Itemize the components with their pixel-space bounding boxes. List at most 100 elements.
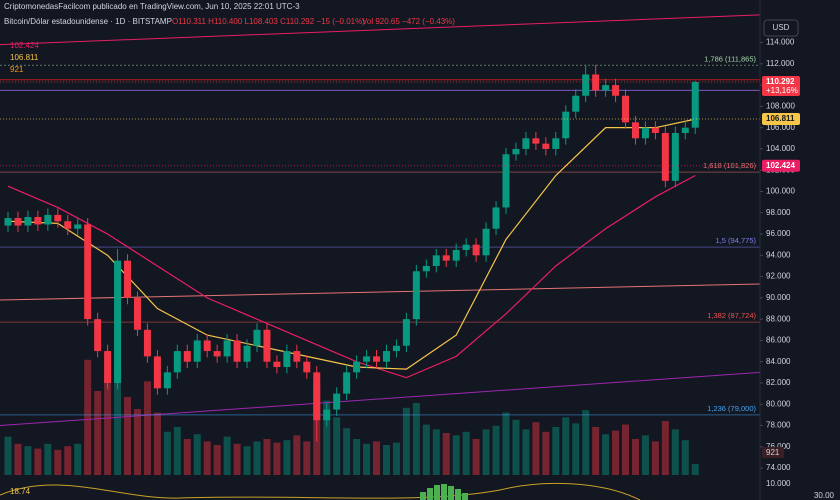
y-tick-label: 100.000 bbox=[766, 187, 795, 196]
volume-bar bbox=[64, 446, 72, 475]
candle-body bbox=[213, 351, 221, 357]
candle-body bbox=[641, 127, 649, 139]
volume-bar bbox=[104, 376, 112, 475]
candle-body bbox=[84, 224, 92, 320]
volume-bar bbox=[532, 422, 540, 475]
price-label: 106.811 bbox=[766, 114, 795, 123]
volume-bar bbox=[641, 435, 649, 475]
candle-body bbox=[333, 393, 341, 410]
volume-bar bbox=[691, 463, 699, 475]
price-label: 110.292 bbox=[766, 77, 795, 86]
candle-body bbox=[223, 340, 231, 357]
volume-bar bbox=[572, 423, 580, 475]
volume-bar bbox=[472, 439, 480, 475]
volume-bar bbox=[293, 435, 301, 475]
candle-body bbox=[472, 244, 480, 256]
trend-line bbox=[0, 371, 761, 427]
volume-bar bbox=[661, 421, 669, 475]
legend-value: 106.811 bbox=[10, 53, 39, 62]
volume-bar bbox=[452, 435, 460, 475]
candle-body bbox=[562, 111, 570, 139]
volume-bar bbox=[512, 419, 520, 475]
y-tick-label: 80.000 bbox=[766, 399, 791, 408]
volume-bar bbox=[482, 429, 490, 475]
y-tick-label: 104.000 bbox=[766, 144, 795, 153]
oscillator-axis-label: 30.00 bbox=[814, 491, 835, 500]
price-label-box bbox=[762, 159, 800, 172]
y-tick-label: 84.000 bbox=[766, 357, 791, 366]
candle-body bbox=[303, 361, 311, 373]
volume-bar bbox=[671, 429, 679, 475]
y-tick-label: 74.000 bbox=[766, 463, 791, 472]
currency[interactable]: USD bbox=[773, 23, 790, 32]
volume-bar bbox=[253, 441, 261, 475]
candle-body bbox=[34, 217, 42, 225]
fib-label: 1,236 (79,000) bbox=[707, 404, 756, 413]
candle-body bbox=[631, 122, 639, 139]
volume-bar bbox=[582, 410, 590, 475]
volume-bar bbox=[203, 441, 211, 475]
volume-bar bbox=[124, 397, 132, 475]
candle-body bbox=[183, 351, 191, 362]
candle-body bbox=[143, 329, 151, 357]
y-tick-label: 94.000 bbox=[766, 250, 791, 259]
volume-bar bbox=[153, 412, 161, 475]
candle-body bbox=[44, 214, 52, 225]
candle-body bbox=[412, 271, 420, 320]
volume-bar bbox=[74, 443, 82, 475]
volume-bar bbox=[114, 367, 122, 475]
candle-body bbox=[253, 329, 261, 346]
volume-bar bbox=[143, 381, 151, 475]
y-tick-label: 90.000 bbox=[766, 293, 791, 302]
volume-bar bbox=[422, 424, 430, 475]
price-label-box bbox=[762, 76, 800, 96]
candle-body bbox=[14, 218, 22, 226]
candle-body bbox=[482, 228, 490, 256]
volume-bar bbox=[522, 429, 530, 475]
candle-body bbox=[283, 351, 291, 368]
ohlc: O110.311 H110.400 L108.403 C110.292 −15 … bbox=[172, 17, 365, 26]
candle-body bbox=[452, 250, 460, 261]
y-tick-label: 98.000 bbox=[766, 208, 791, 217]
y-tick-label: 76.000 bbox=[766, 442, 791, 451]
volume-bar bbox=[502, 412, 510, 475]
price-label-box bbox=[762, 113, 800, 126]
candle-body bbox=[542, 143, 550, 149]
fib-label: 1,786 (111,865) bbox=[704, 54, 756, 63]
candle-body bbox=[502, 154, 510, 208]
candle-body bbox=[163, 372, 171, 389]
volume-bar bbox=[462, 431, 470, 475]
volume-bar bbox=[562, 417, 570, 475]
volume-bar bbox=[273, 442, 281, 475]
y-tick-label: 96.000 bbox=[766, 229, 791, 238]
candle-body bbox=[263, 329, 271, 362]
candle-body bbox=[74, 224, 82, 229]
candle-body bbox=[691, 82, 699, 128]
candle-body bbox=[373, 356, 381, 362]
volume-bar bbox=[592, 427, 600, 475]
publisher: CriptomonedasFacilcom publicado en Tradi… bbox=[4, 2, 300, 11]
volume-bar bbox=[612, 430, 620, 475]
volume-bar bbox=[492, 425, 500, 475]
volume-bar bbox=[602, 434, 610, 475]
y-tick-label: 108.000 bbox=[766, 101, 795, 110]
volume-bar bbox=[432, 429, 440, 475]
candle-body bbox=[104, 351, 112, 383]
y-tick-label: 82.000 bbox=[766, 378, 791, 387]
candle-body bbox=[64, 221, 72, 229]
currency-box[interactable] bbox=[763, 19, 799, 37]
candle-body bbox=[24, 217, 32, 226]
volume-bar bbox=[14, 443, 22, 475]
candle-body bbox=[432, 255, 440, 266]
volume-bar bbox=[363, 443, 371, 475]
volume-bar bbox=[44, 443, 52, 475]
candle-body bbox=[522, 138, 530, 149]
candle-body bbox=[124, 260, 132, 298]
volume-bar bbox=[631, 439, 639, 475]
volume-bar bbox=[343, 428, 351, 475]
volume-bar bbox=[283, 440, 291, 475]
candle-body bbox=[153, 356, 161, 389]
volume-bar bbox=[392, 442, 400, 475]
candle-body bbox=[343, 372, 351, 394]
